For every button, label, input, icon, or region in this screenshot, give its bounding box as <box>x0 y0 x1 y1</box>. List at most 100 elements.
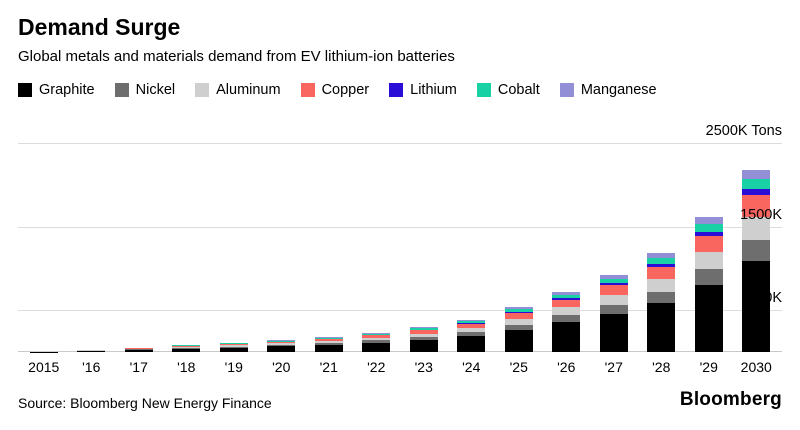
bar-2030 <box>742 170 771 353</box>
x-tick-label-28: '28 <box>652 359 671 376</box>
graphite-segment <box>457 335 486 353</box>
manganese-segment <box>694 217 723 225</box>
bar-column-17 <box>115 144 163 353</box>
chart-subtitle: Global metals and materials demand from … <box>18 48 455 66</box>
x-axis-baseline <box>18 351 782 353</box>
aluminum-segment <box>647 278 676 292</box>
bar-28 <box>647 253 676 353</box>
copper-segment <box>267 341 296 344</box>
footer: Source: Bloomberg New Energy Finance Blo… <box>18 389 782 411</box>
nickel-segment <box>504 324 533 330</box>
aluminum-segment <box>172 346 201 348</box>
bar-29 <box>694 217 723 353</box>
legend: Graphite Nickel Aluminum Copper Lithium Cobal… <box>18 82 782 98</box>
nickel-segment <box>647 291 676 303</box>
legend-swatch-lithium <box>389 83 404 98</box>
graphite-segment <box>124 349 153 353</box>
cobalt-segment <box>694 224 723 232</box>
lithium-segment <box>457 323 486 325</box>
bar-column-16 <box>68 144 116 353</box>
manganese-segment <box>742 170 771 180</box>
x-tick-label-20: '20 <box>272 359 291 376</box>
copper-segment <box>219 344 248 346</box>
manganese-segment <box>409 327 438 329</box>
legend-item-aluminum: Aluminum <box>195 82 281 98</box>
legend-swatch-aluminum <box>195 83 210 98</box>
bar-column-29 <box>685 144 733 353</box>
gridline-2500 <box>18 143 782 145</box>
manganese-segment <box>314 337 343 338</box>
nickel-segment <box>552 315 581 323</box>
aluminum-segment <box>314 340 343 343</box>
graphite-segment <box>504 329 533 353</box>
aluminum-segment <box>409 333 438 337</box>
cobalt-segment <box>552 294 581 299</box>
x-tick-label-2030: 2030 <box>740 359 772 376</box>
lithium-segment <box>362 334 391 336</box>
legend-label-cobalt: Cobalt <box>497 82 540 99</box>
bar-27 <box>599 275 628 353</box>
graphite-segment <box>409 339 438 353</box>
manganese-segment <box>552 291 581 295</box>
aluminum-segment <box>267 343 296 345</box>
aluminum-segment <box>457 328 486 333</box>
bars-container <box>18 144 782 353</box>
manganese-segment <box>504 307 533 310</box>
bar-column-18 <box>163 144 211 353</box>
nickel-segment <box>409 336 438 340</box>
aluminum-segment <box>362 337 391 341</box>
nickel-segment <box>267 344 296 347</box>
legend-item-nickel: Nickel <box>114 82 176 99</box>
graphite-segment <box>219 347 248 353</box>
cobalt-segment <box>314 337 343 339</box>
cobalt-segment <box>409 328 438 330</box>
nickel-segment <box>694 269 723 285</box>
bloomberg-logo: Bloomberg <box>679 389 782 411</box>
manganese-segment <box>647 253 676 259</box>
cobalt-segment <box>504 309 533 312</box>
bar-22 <box>362 332 391 353</box>
legend-swatch-manganese <box>559 83 574 98</box>
graphite-segment <box>172 348 201 353</box>
x-tick-label-21: '21 <box>319 359 338 376</box>
nickel-segment <box>314 342 343 345</box>
legend-label-copper: Copper <box>321 82 370 99</box>
graphite-segment <box>29 351 58 353</box>
x-tick-label-16: '16 <box>82 359 101 376</box>
copper-segment <box>457 324 486 328</box>
graphite-segment <box>599 313 628 353</box>
bar-24 <box>457 319 486 353</box>
copper-segment <box>409 330 438 334</box>
gridline-1500 <box>18 226 782 228</box>
bar-column-23 <box>400 144 448 353</box>
lithium-segment <box>742 189 771 195</box>
x-tick-label-19: '19 <box>224 359 243 376</box>
copper-segment <box>124 348 153 349</box>
bar-21 <box>314 337 343 353</box>
nickel-segment <box>362 340 391 343</box>
copper-segment <box>172 345 201 347</box>
aluminum-segment <box>219 345 248 347</box>
legend-swatch-cobalt <box>476 83 491 98</box>
aluminum-segment <box>742 216 771 241</box>
bar-column-24 <box>448 144 496 353</box>
bar-2015 <box>29 351 58 353</box>
x-tick-label-2015: 2015 <box>28 359 60 376</box>
x-tick-label-22: '22 <box>367 359 386 376</box>
bar-20 <box>267 340 296 353</box>
x-tick-label-25: '25 <box>509 359 528 376</box>
graphite-segment <box>77 350 106 353</box>
x-tick-label-24: '24 <box>462 359 481 376</box>
bar-18 <box>172 345 201 353</box>
graphite-segment <box>314 344 343 353</box>
y-tick-label-2500: 2500K Tons <box>705 123 782 140</box>
legend-label-nickel: Nickel <box>135 82 176 99</box>
graphite-segment <box>362 342 391 353</box>
chart-title: Demand Surge <box>18 14 181 40</box>
cobalt-segment <box>267 341 296 342</box>
nickel-segment <box>457 332 486 336</box>
bar-23 <box>409 327 438 353</box>
legend-label-graphite: Graphite <box>39 82 95 99</box>
graphite-segment <box>267 346 296 353</box>
